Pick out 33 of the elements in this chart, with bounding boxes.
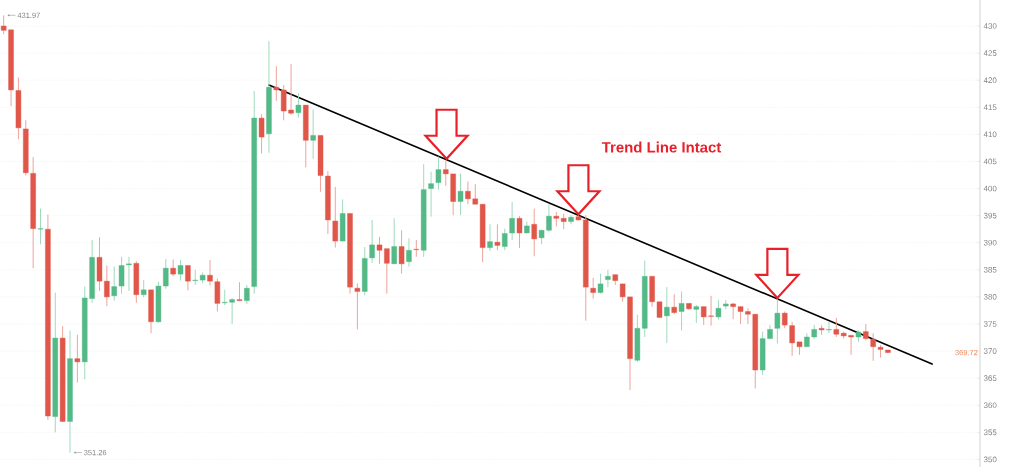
candlestick [678,290,685,331]
candlestick [258,113,265,154]
candlestick [494,223,501,251]
candlestick [774,298,781,344]
candlestick [605,269,611,288]
candlestick [406,237,412,268]
candlestick [715,299,722,321]
candlestick [391,217,397,265]
candlestick [37,208,44,245]
candlestick [531,208,537,257]
candlestick [74,334,81,383]
candlestick [590,277,596,300]
candlestick [826,321,832,334]
candlestick [664,286,670,344]
candlestick [177,259,184,282]
candlestick [516,215,523,249]
candlestick [295,92,302,119]
candlestick [435,156,442,191]
candlestick [398,229,405,275]
candlestick [236,281,243,302]
candlestick [487,223,493,252]
candlestick [671,293,677,315]
candlestick [428,171,434,218]
candlestick [413,239,420,258]
candlestick [597,273,604,295]
candlestick [833,317,840,338]
candlestick [354,282,361,330]
candlestick [457,172,464,216]
candlestick [185,264,191,291]
candlestick [273,65,280,102]
candlestick [310,108,316,160]
annotation: Trend Line Intact [601,141,722,153]
candlestick [244,284,250,305]
